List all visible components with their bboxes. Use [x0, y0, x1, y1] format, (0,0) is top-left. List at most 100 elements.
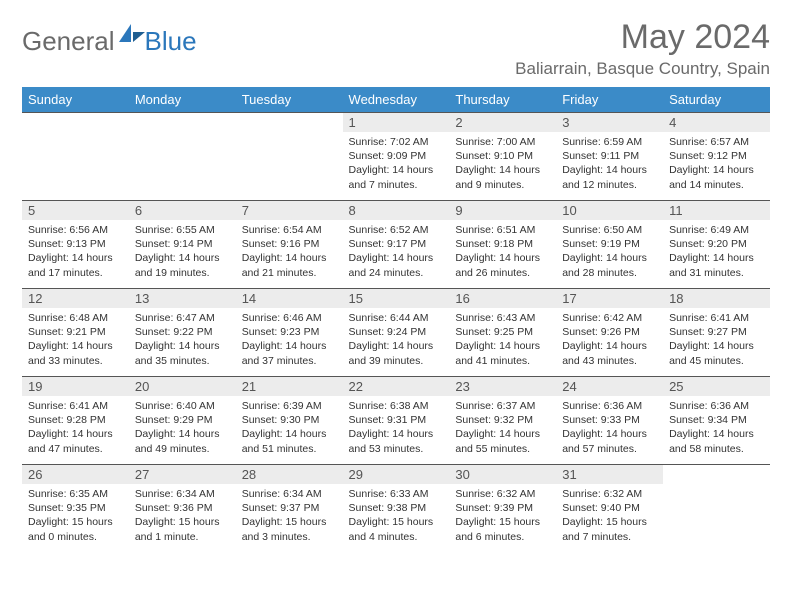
day-number: 16 [449, 289, 556, 308]
calendar-cell [663, 465, 770, 553]
day-number: 22 [343, 377, 450, 396]
weekday-header: Sunday [22, 87, 129, 113]
calendar-cell: 18Sunrise: 6:41 AMSunset: 9:27 PMDayligh… [663, 289, 770, 377]
day-number: 21 [236, 377, 343, 396]
calendar-cell: 15Sunrise: 6:44 AMSunset: 9:24 PMDayligh… [343, 289, 450, 377]
day-number: 4 [663, 113, 770, 132]
sunset-line: Sunset: 9:27 PM [669, 325, 764, 339]
day-details: Sunrise: 6:44 AMSunset: 9:24 PMDaylight:… [343, 308, 450, 372]
day-details: Sunrise: 6:41 AMSunset: 9:27 PMDaylight:… [663, 308, 770, 372]
calendar-cell: 4Sunrise: 6:57 AMSunset: 9:12 PMDaylight… [663, 113, 770, 201]
weekday-header: Thursday [449, 87, 556, 113]
daylight-line: Daylight: 14 hours and 24 minutes. [349, 251, 444, 279]
day-number: 10 [556, 201, 663, 220]
location-text: Baliarrain, Basque Country, Spain [515, 59, 770, 79]
day-number: 17 [556, 289, 663, 308]
day-number: 11 [663, 201, 770, 220]
day-details: Sunrise: 6:33 AMSunset: 9:38 PMDaylight:… [343, 484, 450, 548]
sunset-line: Sunset: 9:35 PM [28, 501, 123, 515]
day-details: Sunrise: 6:51 AMSunset: 9:18 PMDaylight:… [449, 220, 556, 284]
sunrise-line: Sunrise: 6:59 AM [562, 135, 657, 149]
sunset-line: Sunset: 9:17 PM [349, 237, 444, 251]
weekday-header-row: SundayMondayTuesdayWednesdayThursdayFrid… [22, 87, 770, 113]
sunrise-line: Sunrise: 6:56 AM [28, 223, 123, 237]
logo: General Blue [22, 18, 197, 57]
daylight-line: Daylight: 14 hours and 19 minutes. [135, 251, 230, 279]
sunrise-line: Sunrise: 6:32 AM [562, 487, 657, 501]
daylight-line: Daylight: 14 hours and 45 minutes. [669, 339, 764, 367]
calendar-cell [236, 113, 343, 201]
daylight-line: Daylight: 15 hours and 6 minutes. [455, 515, 550, 543]
sunrise-line: Sunrise: 6:34 AM [242, 487, 337, 501]
day-details: Sunrise: 6:40 AMSunset: 9:29 PMDaylight:… [129, 396, 236, 460]
daylight-line: Daylight: 14 hours and 37 minutes. [242, 339, 337, 367]
calendar-cell: 24Sunrise: 6:36 AMSunset: 9:33 PMDayligh… [556, 377, 663, 465]
day-details: Sunrise: 6:43 AMSunset: 9:25 PMDaylight:… [449, 308, 556, 372]
day-number: 9 [449, 201, 556, 220]
daylight-line: Daylight: 14 hours and 21 minutes. [242, 251, 337, 279]
sunrise-line: Sunrise: 6:35 AM [28, 487, 123, 501]
day-details: Sunrise: 6:35 AMSunset: 9:35 PMDaylight:… [22, 484, 129, 548]
calendar-week-row: 26Sunrise: 6:35 AMSunset: 9:35 PMDayligh… [22, 465, 770, 553]
sunset-line: Sunset: 9:09 PM [349, 149, 444, 163]
daylight-line: Daylight: 14 hours and 12 minutes. [562, 163, 657, 191]
sunrise-line: Sunrise: 6:43 AM [455, 311, 550, 325]
sunset-line: Sunset: 9:37 PM [242, 501, 337, 515]
calendar-cell: 13Sunrise: 6:47 AMSunset: 9:22 PMDayligh… [129, 289, 236, 377]
sunset-line: Sunset: 9:21 PM [28, 325, 123, 339]
sunset-line: Sunset: 9:12 PM [669, 149, 764, 163]
day-details: Sunrise: 6:57 AMSunset: 9:12 PMDaylight:… [663, 132, 770, 196]
day-details: Sunrise: 6:37 AMSunset: 9:32 PMDaylight:… [449, 396, 556, 460]
day-number: 12 [22, 289, 129, 308]
day-number: 25 [663, 377, 770, 396]
calendar-cell: 2Sunrise: 7:00 AMSunset: 9:10 PMDaylight… [449, 113, 556, 201]
calendar-cell: 25Sunrise: 6:36 AMSunset: 9:34 PMDayligh… [663, 377, 770, 465]
calendar-cell: 23Sunrise: 6:37 AMSunset: 9:32 PMDayligh… [449, 377, 556, 465]
day-number: 20 [129, 377, 236, 396]
sunset-line: Sunset: 9:10 PM [455, 149, 550, 163]
daylight-line: Daylight: 14 hours and 58 minutes. [669, 427, 764, 455]
sunset-line: Sunset: 9:26 PM [562, 325, 657, 339]
daylight-line: Daylight: 14 hours and 57 minutes. [562, 427, 657, 455]
daylight-line: Daylight: 14 hours and 53 minutes. [349, 427, 444, 455]
sunrise-line: Sunrise: 6:36 AM [562, 399, 657, 413]
day-number: 3 [556, 113, 663, 132]
day-number: 27 [129, 465, 236, 484]
day-details: Sunrise: 6:36 AMSunset: 9:34 PMDaylight:… [663, 396, 770, 460]
daylight-line: Daylight: 15 hours and 7 minutes. [562, 515, 657, 543]
weekday-header: Monday [129, 87, 236, 113]
logo-text-blue: Blue [145, 26, 197, 57]
daylight-line: Daylight: 14 hours and 7 minutes. [349, 163, 444, 191]
sunrise-line: Sunrise: 6:40 AM [135, 399, 230, 413]
daylight-line: Daylight: 14 hours and 28 minutes. [562, 251, 657, 279]
day-number: 6 [129, 201, 236, 220]
title-block: May 2024 Baliarrain, Basque Country, Spa… [515, 18, 770, 79]
day-details: Sunrise: 6:56 AMSunset: 9:13 PMDaylight:… [22, 220, 129, 284]
calendar-cell: 21Sunrise: 6:39 AMSunset: 9:30 PMDayligh… [236, 377, 343, 465]
daylight-line: Daylight: 14 hours and 51 minutes. [242, 427, 337, 455]
sunset-line: Sunset: 9:22 PM [135, 325, 230, 339]
daylight-line: Daylight: 14 hours and 55 minutes. [455, 427, 550, 455]
day-details: Sunrise: 6:49 AMSunset: 9:20 PMDaylight:… [663, 220, 770, 284]
calendar-cell: 29Sunrise: 6:33 AMSunset: 9:38 PMDayligh… [343, 465, 450, 553]
daylight-line: Daylight: 14 hours and 49 minutes. [135, 427, 230, 455]
day-number: 5 [22, 201, 129, 220]
calendar-cell: 31Sunrise: 6:32 AMSunset: 9:40 PMDayligh… [556, 465, 663, 553]
day-number: 19 [22, 377, 129, 396]
daylight-line: Daylight: 14 hours and 33 minutes. [28, 339, 123, 367]
sunrise-line: Sunrise: 6:47 AM [135, 311, 230, 325]
day-details: Sunrise: 6:41 AMSunset: 9:28 PMDaylight:… [22, 396, 129, 460]
sunrise-line: Sunrise: 6:48 AM [28, 311, 123, 325]
day-details: Sunrise: 6:52 AMSunset: 9:17 PMDaylight:… [343, 220, 450, 284]
sunset-line: Sunset: 9:16 PM [242, 237, 337, 251]
calendar-cell: 22Sunrise: 6:38 AMSunset: 9:31 PMDayligh… [343, 377, 450, 465]
day-details: Sunrise: 6:55 AMSunset: 9:14 PMDaylight:… [129, 220, 236, 284]
calendar-cell: 6Sunrise: 6:55 AMSunset: 9:14 PMDaylight… [129, 201, 236, 289]
calendar-table: SundayMondayTuesdayWednesdayThursdayFrid… [22, 87, 770, 553]
sunrise-line: Sunrise: 6:33 AM [349, 487, 444, 501]
sunrise-line: Sunrise: 6:49 AM [669, 223, 764, 237]
calendar-cell: 19Sunrise: 6:41 AMSunset: 9:28 PMDayligh… [22, 377, 129, 465]
sunset-line: Sunset: 9:33 PM [562, 413, 657, 427]
sunset-line: Sunset: 9:20 PM [669, 237, 764, 251]
day-details: Sunrise: 6:50 AMSunset: 9:19 PMDaylight:… [556, 220, 663, 284]
